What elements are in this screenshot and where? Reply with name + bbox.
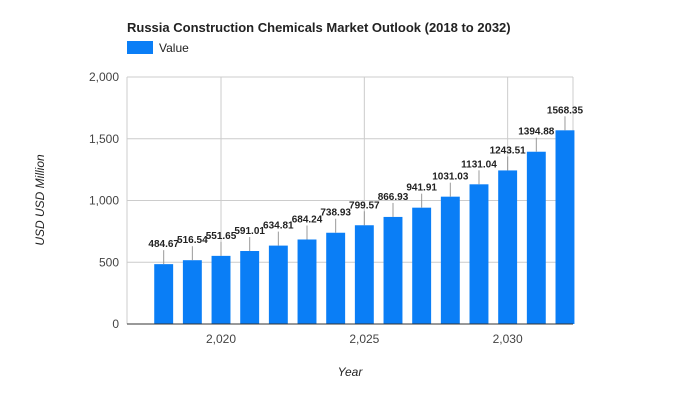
data-label-2022: 634.81 bbox=[263, 221, 294, 232]
data-label-2030: 1243.51 bbox=[490, 145, 527, 156]
y-axis-title: USD USD Million bbox=[33, 154, 47, 246]
y-axis-ticks: 0 500 1,000 1,500 2,000 bbox=[89, 70, 119, 331]
data-label-leaders bbox=[163, 116, 566, 265]
x-axis-ticks: 2,020 2,025 2,030 bbox=[206, 332, 523, 346]
legend: Value bbox=[127, 41, 189, 55]
bar-2029 bbox=[469, 184, 489, 324]
bar-2018 bbox=[154, 264, 174, 324]
bar-2022 bbox=[268, 245, 288, 324]
data-label-2023: 684.24 bbox=[292, 214, 323, 225]
bar-2025 bbox=[354, 225, 374, 324]
bar-2027 bbox=[412, 207, 432, 324]
data-label-2020: 551.65 bbox=[206, 231, 237, 242]
legend-label: Value bbox=[159, 41, 189, 55]
bar-2030 bbox=[498, 170, 518, 324]
data-label-2021: 591.01 bbox=[234, 226, 265, 237]
y-tick-label: 0 bbox=[112, 317, 119, 331]
bar-2031 bbox=[526, 151, 546, 324]
y-tick-label: 2,000 bbox=[89, 70, 119, 84]
bar-2032 bbox=[555, 130, 575, 324]
bar-2028 bbox=[440, 196, 460, 324]
x-tick-label: 2,025 bbox=[349, 332, 379, 346]
y-tick-label: 1,500 bbox=[89, 132, 119, 146]
bar-2024 bbox=[326, 232, 346, 324]
data-labels: 484.67516.54551.65591.01634.81684.24738.… bbox=[148, 105, 583, 250]
data-label-2032: 1568.35 bbox=[547, 105, 584, 116]
legend-swatch bbox=[127, 41, 153, 54]
data-label-2027: 941.91 bbox=[406, 183, 437, 194]
bars bbox=[154, 130, 575, 324]
data-label-2026: 866.93 bbox=[378, 192, 409, 203]
y-tick-label: 500 bbox=[99, 255, 119, 269]
bar-2021 bbox=[240, 251, 260, 324]
data-label-2018: 484.67 bbox=[148, 239, 179, 250]
data-label-2028: 1031.03 bbox=[432, 172, 469, 183]
data-label-2025: 799.57 bbox=[349, 200, 380, 211]
chart-title: Russia Construction Chemicals Market Out… bbox=[127, 20, 511, 35]
bar-2019 bbox=[182, 260, 202, 324]
x-tick-label: 2,030 bbox=[493, 332, 523, 346]
bar-2026 bbox=[383, 216, 403, 324]
data-label-2029: 1131.04 bbox=[461, 159, 497, 170]
data-label-2031: 1394.88 bbox=[518, 127, 555, 138]
data-label-2024: 738.93 bbox=[320, 208, 351, 219]
bar-2020 bbox=[211, 255, 231, 324]
data-label-2019: 516.54 bbox=[177, 235, 208, 246]
bar-2023 bbox=[297, 239, 317, 324]
x-tick-label: 2,020 bbox=[206, 332, 236, 346]
x-axis-title: Year bbox=[338, 365, 364, 379]
y-tick-label: 1,000 bbox=[89, 194, 119, 208]
